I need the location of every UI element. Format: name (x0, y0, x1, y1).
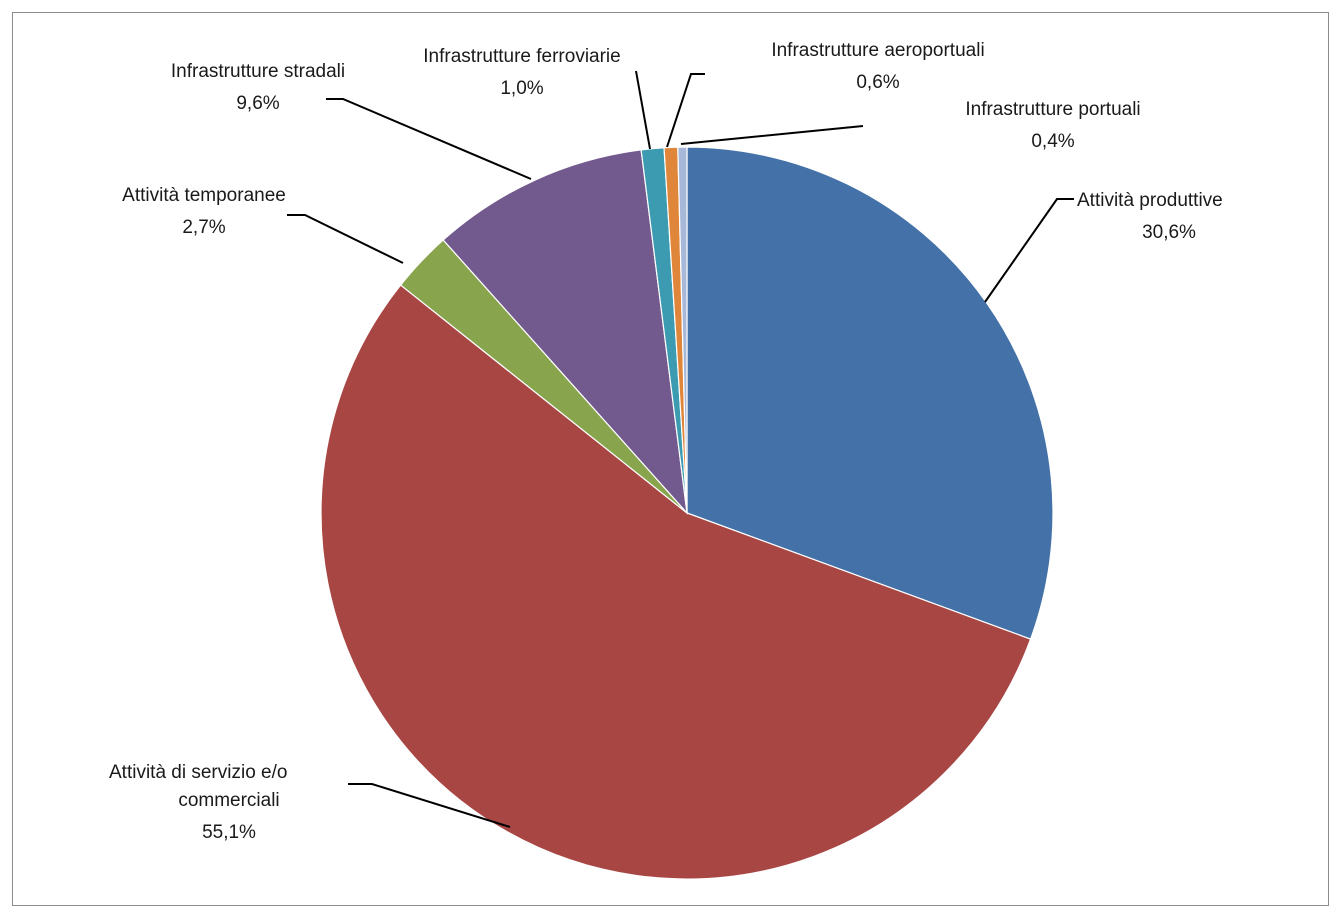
slice-value-attivita-di-servizio-e-o-commerciali: 55,1% (202, 822, 256, 843)
slice-value-infrastrutture-aeroportuali: 0,6% (856, 72, 899, 93)
leader-line-attivita-temporanee (287, 214, 404, 264)
slice-value-attivita-produttive: 30,6% (1142, 222, 1196, 243)
leader-line-infrastrutture-portuali (680, 125, 864, 145)
slice-value-infrastrutture-ferroviarie: 1,0% (500, 78, 543, 99)
slice-label-infrastrutture-stradali: Infrastrutture stradali (171, 61, 345, 82)
leader-line-infrastrutture-ferroviarie (635, 70, 651, 150)
slice-label-attivita-di-servizio-e-o-commerciali: Attività di servizio e/o commerciali (109, 762, 287, 811)
pie-slice-infrastrutture-portuali (677, 146, 688, 514)
pie-slice-attivita-produttive (686, 146, 1054, 640)
slice-label-infrastrutture-aeroportuali: Infrastrutture aeroportuali (771, 40, 984, 61)
leader-line-infrastrutture-stradali (326, 98, 532, 180)
leader-line-attivita-produttive (984, 198, 1074, 303)
slice-label-attivita-temporanee: Attività temporanee (122, 185, 286, 206)
slice-value-infrastrutture-stradali: 9,6% (236, 93, 279, 114)
slice-label-attivita-produttive: Attività produttive (1077, 190, 1223, 211)
slice-value-infrastrutture-portuali: 0,4% (1031, 131, 1074, 152)
pie-slice-attivita-di-servizio-e-o-commerciali (320, 284, 1032, 880)
slice-label-infrastrutture-ferroviarie: Infrastrutture ferroviarie (423, 46, 620, 67)
leader-line-attivita-di-servizio-e-o-commerciali (348, 783, 511, 828)
slice-value-attivita-temporanee: 2,7% (182, 217, 225, 238)
pie-slice-infrastrutture-stradali (442, 149, 688, 515)
leader-line-infrastrutture-aeroportuali (666, 73, 705, 148)
slice-label-infrastrutture-portuali: Infrastrutture portuali (965, 99, 1140, 120)
